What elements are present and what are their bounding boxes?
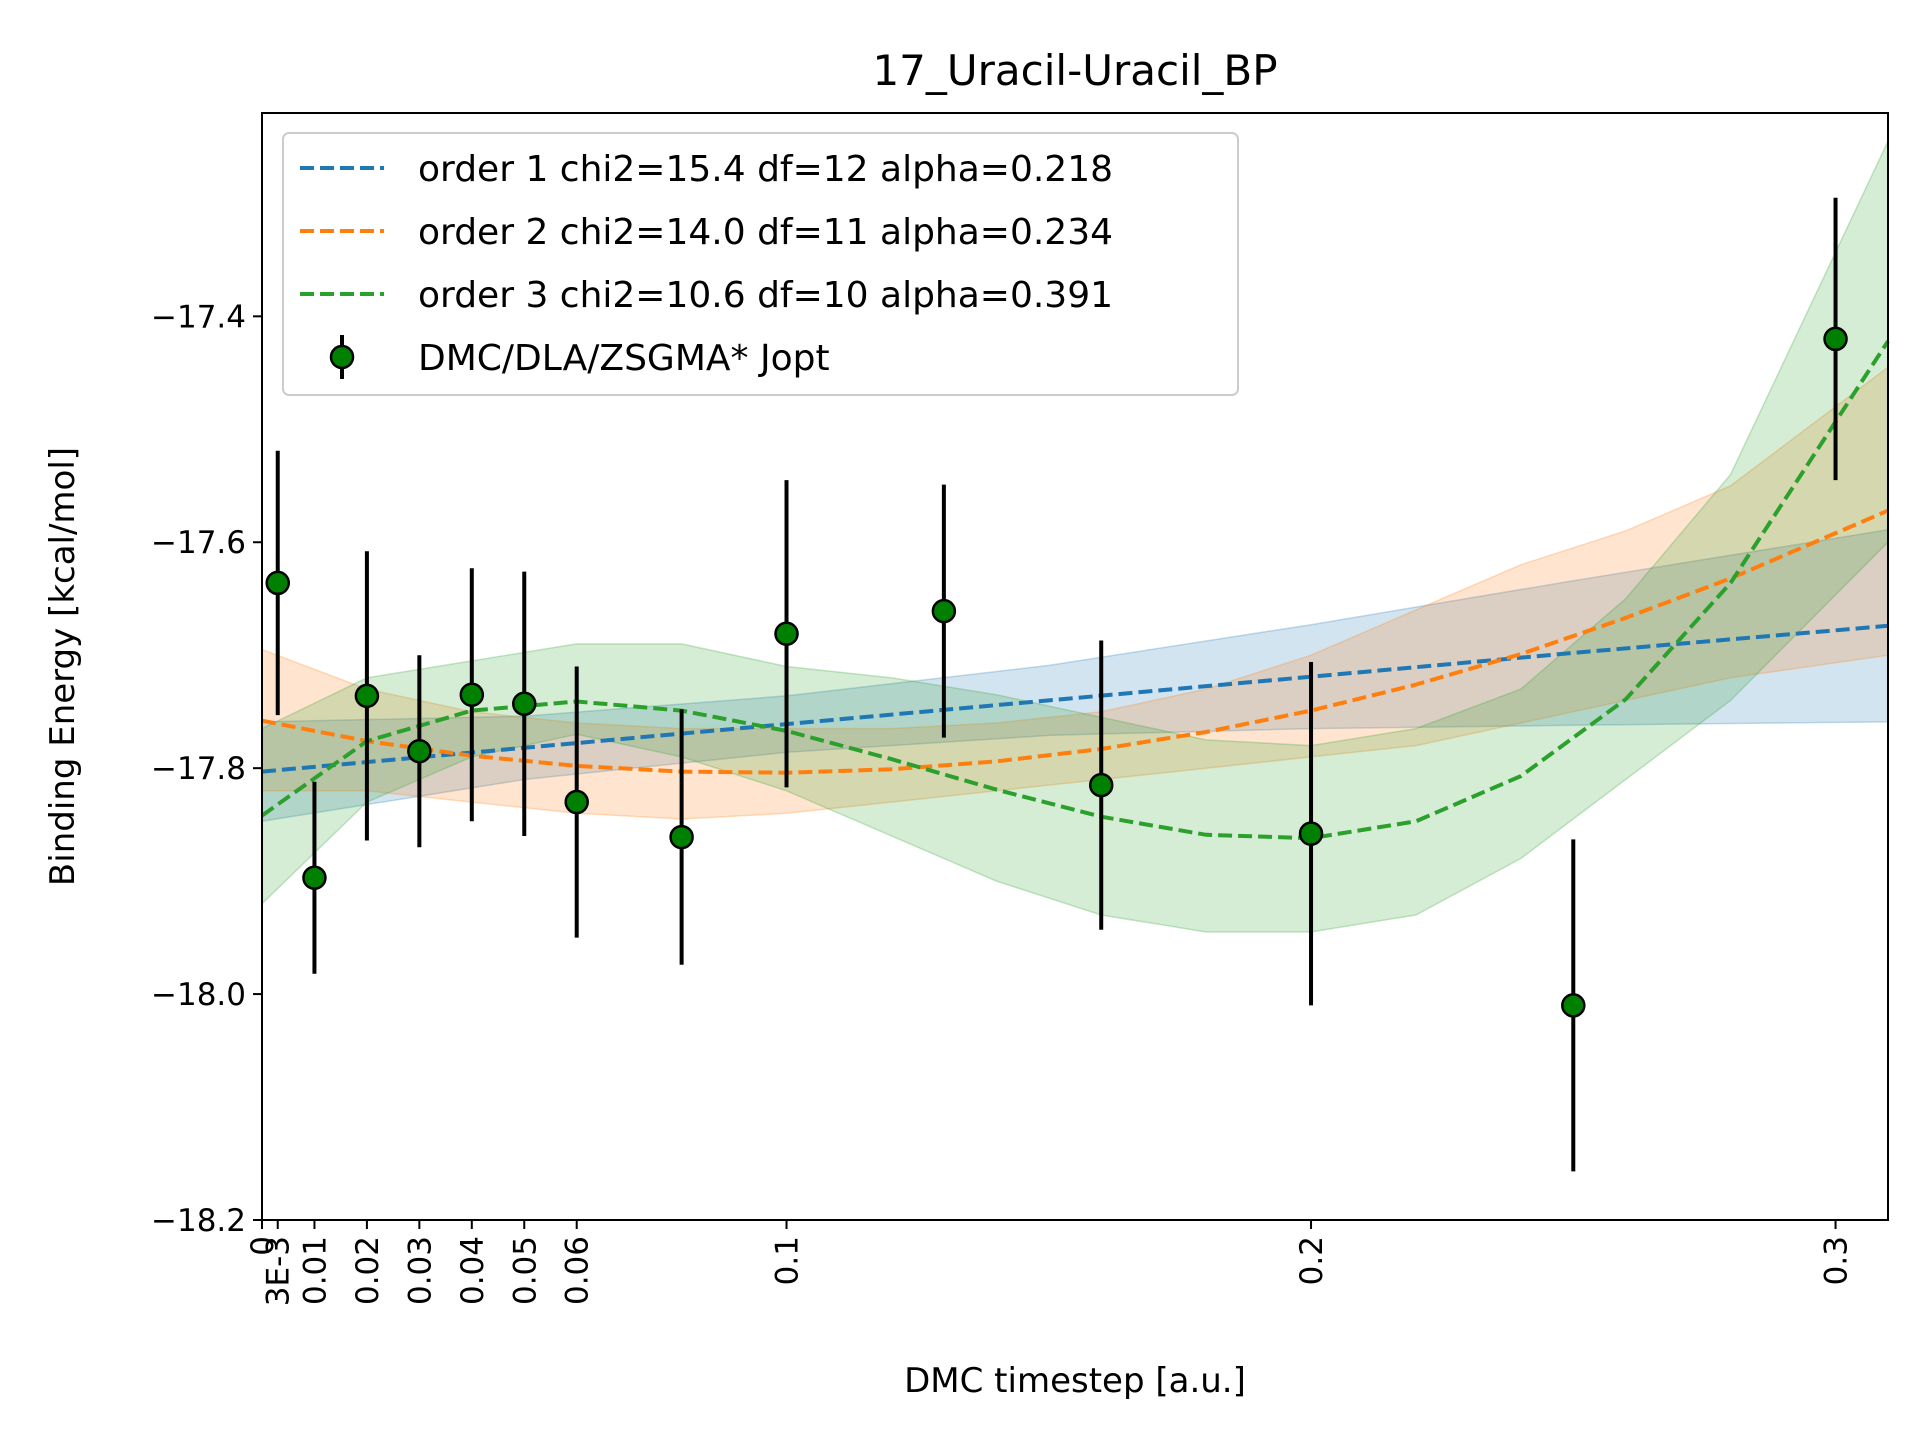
data-point: [302, 865, 327, 890]
y-tick-label: −17.8: [151, 751, 246, 787]
legend: order 1 chi2=15.4 df=12 alpha=0.218 order…: [282, 132, 1239, 396]
data-point: [1088, 772, 1114, 798]
data-point: [774, 621, 799, 646]
legend-label-order-3: order 3 chi2=10.6 df=10 alpha=0.391: [418, 275, 1113, 316]
y-tick-label: −18.2: [151, 1203, 246, 1239]
legend-swatch-point: [329, 344, 355, 370]
data-point: [1823, 326, 1848, 352]
y-tick-label: −18.0: [151, 977, 246, 1013]
data-point: [564, 789, 589, 815]
data-point: [669, 824, 694, 850]
x-tick-label: 0.01: [297, 1236, 333, 1305]
y-axis-label: Binding Energy [kcal/mol]: [43, 447, 83, 886]
x-tick-label: 0.04: [455, 1236, 491, 1305]
x-tick-label: 0.02: [350, 1236, 386, 1305]
data-point: [265, 570, 290, 596]
x-tick-label: 3E-3: [261, 1236, 297, 1306]
data-point: [354, 683, 380, 709]
plot-frame: [261, 112, 1889, 1221]
x-tick-label: 0.2: [1294, 1236, 1330, 1285]
x-tick-label: 0.05: [507, 1236, 543, 1305]
x-axis-label: DMC timestep [a.u.]: [904, 1361, 1246, 1401]
x-tick-label: 0.06: [560, 1236, 596, 1305]
x-tick-label: 0.1: [770, 1236, 806, 1285]
legend-label-data: DMC/DLA/ZSGMA* Jopt: [418, 338, 830, 379]
data-point: [407, 738, 432, 764]
chart-title: 17_Uracil-Uracil_BP: [872, 46, 1277, 95]
data-point: [931, 598, 957, 624]
data-point: [1298, 821, 1324, 846]
x-tick-label: 0.3: [1819, 1236, 1855, 1285]
data-point: [459, 682, 485, 707]
legend-label-order-1: order 1 chi2=15.4 df=12 alpha=0.218: [418, 149, 1113, 190]
legend-label-order-2: order 2 chi2=14.0 df=11 alpha=0.234: [418, 212, 1113, 253]
y-axis-ticks: −17.4 −17.6 −17.8 −18.0 −18.2: [151, 299, 262, 1239]
y-tick-label: −17.6: [151, 525, 246, 561]
data-point: [512, 691, 537, 717]
y-tick-label: −17.4: [151, 299, 246, 335]
data-points: [265, 326, 1848, 1018]
x-tick-label: 0.03: [402, 1236, 438, 1305]
legend-box: [282, 132, 1239, 396]
x-axis-ticks: 03E-3 0.01 0.02 0.03 0.04 0.05 0.06 0.1 0.2 0.3: [245, 1220, 1855, 1306]
data-point: [1561, 993, 1586, 1018]
x-tick-label: 0: [245, 1236, 281, 1256]
